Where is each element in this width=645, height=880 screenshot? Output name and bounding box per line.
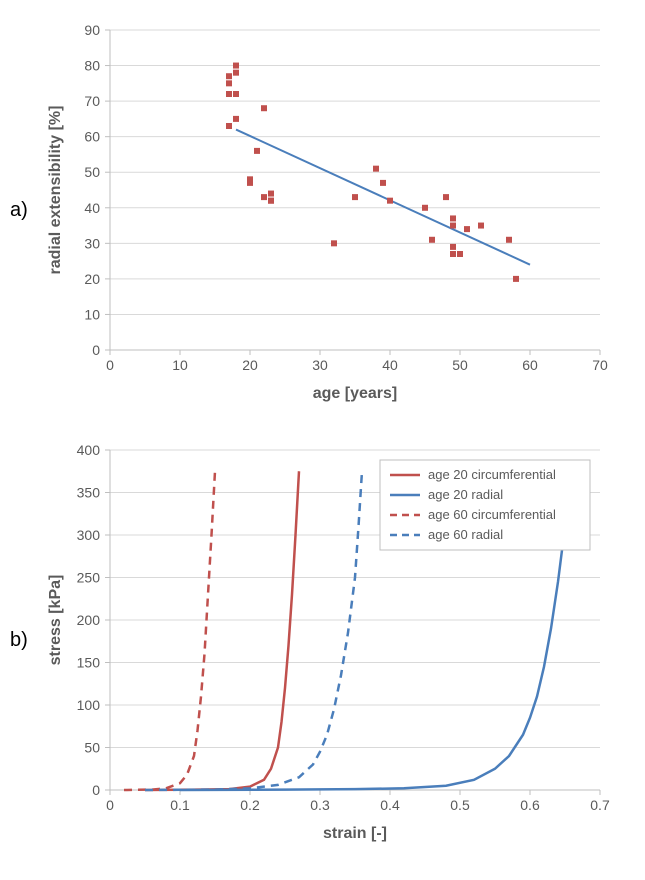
svg-text:age 60 circumferential: age 60 circumferential xyxy=(428,507,556,522)
svg-text:40: 40 xyxy=(84,200,100,216)
svg-text:age 60 radial: age 60 radial xyxy=(428,527,503,542)
svg-text:90: 90 xyxy=(84,22,100,38)
chart-b: 0 0.1 0.2 0.3 0.4 0.5 0.6 0.7 0 50 100 150 200 250 300… xyxy=(40,430,620,850)
svg-text:0: 0 xyxy=(106,797,114,813)
svg-text:350: 350 xyxy=(77,485,101,501)
svg-text:0: 0 xyxy=(92,782,100,798)
panel-a-container: a) 0 10 20 30 40 50 60 70 0 10 20 30 40 50 60 70 80 90 age… xyxy=(10,10,645,410)
svg-text:0.3: 0.3 xyxy=(310,797,330,813)
svg-text:0: 0 xyxy=(106,357,114,373)
panel-b-label: b) xyxy=(10,629,40,652)
svg-text:0.5: 0.5 xyxy=(450,797,470,813)
svg-text:age [years]: age [years] xyxy=(313,385,398,402)
svg-text:0: 0 xyxy=(92,342,100,358)
svg-text:60: 60 xyxy=(522,357,538,373)
svg-text:400: 400 xyxy=(77,442,101,458)
svg-text:0.7: 0.7 xyxy=(590,797,610,813)
svg-text:100: 100 xyxy=(77,697,101,713)
svg-text:radial extensibility [%]: radial extensibility [%] xyxy=(47,106,64,275)
svg-text:0.4: 0.4 xyxy=(380,797,400,813)
svg-text:50: 50 xyxy=(84,164,100,180)
panel-a-label: a) xyxy=(10,199,40,222)
svg-text:30: 30 xyxy=(312,357,328,373)
svg-text:30: 30 xyxy=(84,235,100,251)
svg-text:0.6: 0.6 xyxy=(520,797,540,813)
svg-text:strain [-]: strain [-] xyxy=(323,825,387,842)
svg-text:20: 20 xyxy=(84,271,100,287)
svg-text:200: 200 xyxy=(77,612,101,628)
svg-text:10: 10 xyxy=(172,357,188,373)
chart-a: 0 10 20 30 40 50 60 70 0 10 20 30 40 50 60 70 80 90 age [y… xyxy=(40,10,620,410)
panel-b-container: b) 0 0.1 0.2 0.3 0.4 0.5 0.6 0.7 0 50 100 150 200 250… xyxy=(10,430,645,850)
svg-text:40: 40 xyxy=(382,357,398,373)
svg-text:age 20 radial: age 20 radial xyxy=(428,487,503,502)
svg-text:250: 250 xyxy=(77,570,101,586)
svg-text:20: 20 xyxy=(242,357,258,373)
svg-text:300: 300 xyxy=(77,527,101,543)
svg-text:50: 50 xyxy=(452,357,468,373)
svg-text:150: 150 xyxy=(77,655,101,671)
svg-text:50: 50 xyxy=(84,740,100,756)
svg-text:stress [kPa]: stress [kPa] xyxy=(47,575,64,666)
svg-text:0.1: 0.1 xyxy=(170,797,190,813)
svg-text:10: 10 xyxy=(84,306,100,322)
svg-text:0.2: 0.2 xyxy=(240,797,260,813)
svg-text:70: 70 xyxy=(84,93,100,109)
svg-text:60: 60 xyxy=(84,129,100,145)
svg-text:80: 80 xyxy=(84,58,100,74)
svg-text:age 20 circumferential: age 20 circumferential xyxy=(428,467,556,482)
svg-text:70: 70 xyxy=(592,357,608,373)
